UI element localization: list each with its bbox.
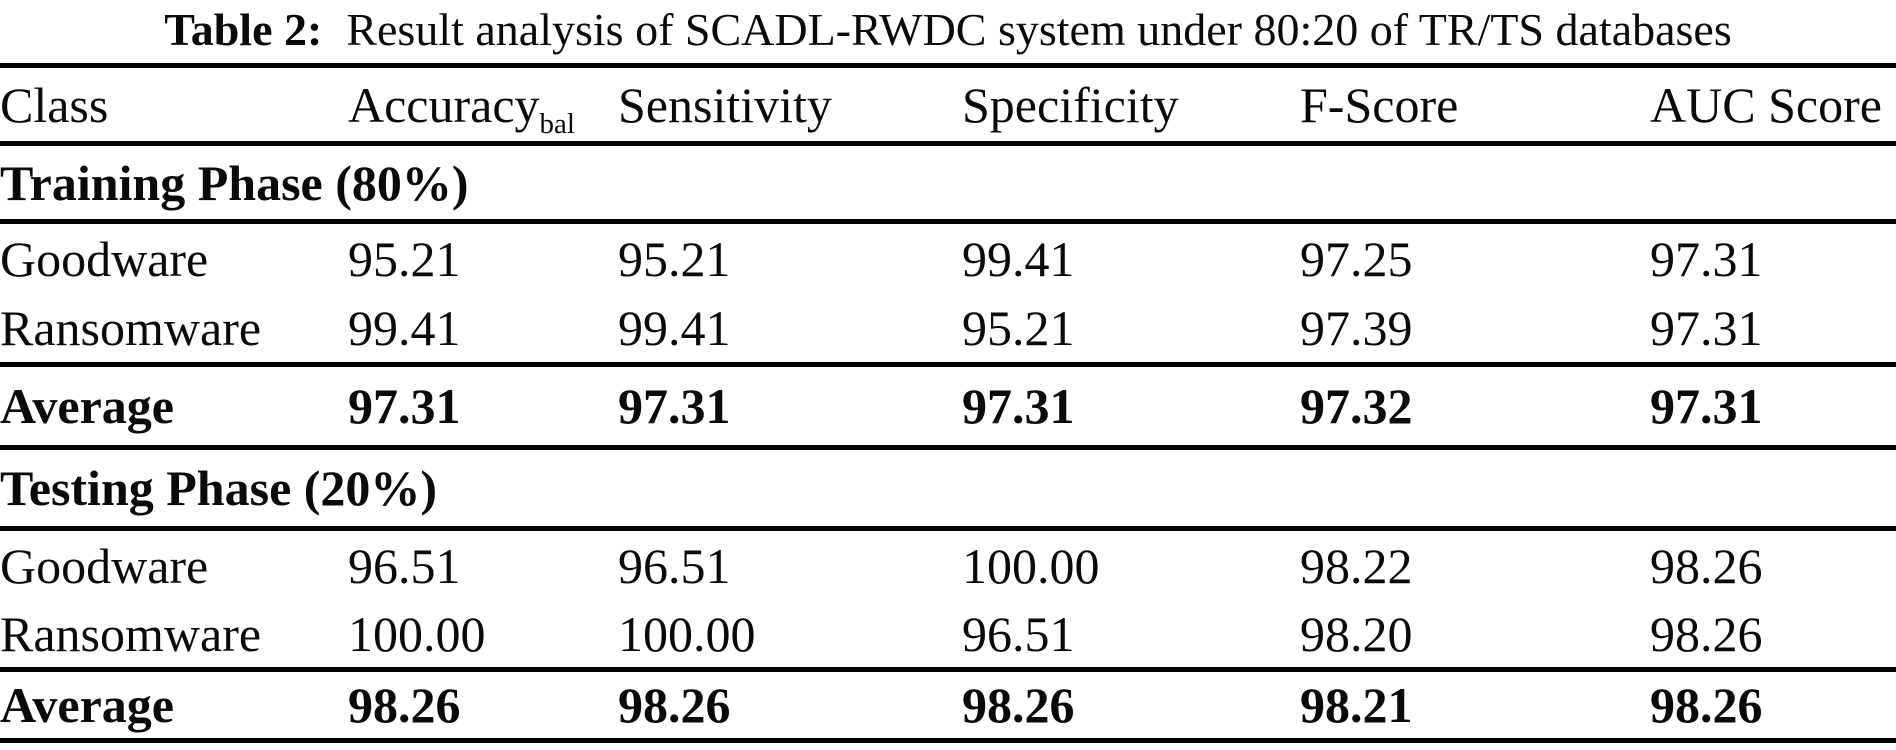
metric-value: 97.25 bbox=[1300, 230, 1413, 287]
table-row-training-goodware: Goodware 95.21 95.21 99.41 97.25 97.31 bbox=[0, 222, 1896, 294]
table-row-training-average: Average 97.31 97.31 97.31 97.32 97.31 bbox=[0, 365, 1896, 448]
metric-value: 99.41 bbox=[618, 299, 731, 356]
metric-value: 100.00 bbox=[618, 605, 756, 662]
table-caption-text: Result analysis of SCADL-RWDC system und… bbox=[346, 4, 1732, 55]
section-header-training-label: Training Phase (80%) bbox=[0, 154, 469, 211]
metric-value: 98.21 bbox=[1300, 677, 1413, 733]
metric-value: 98.22 bbox=[1300, 537, 1413, 594]
metric-value: 97.31 bbox=[618, 378, 731, 434]
metric-value: 97.32 bbox=[1300, 378, 1413, 434]
column-header-fscore: F-Score bbox=[1300, 76, 1459, 133]
column-header-accuracy-label: Accuracy bbox=[348, 76, 540, 133]
metric-value: 98.26 bbox=[618, 677, 731, 733]
metric-value: 98.26 bbox=[1650, 537, 1763, 594]
metric-value: 100.00 bbox=[348, 605, 486, 662]
row-label: Average bbox=[0, 378, 174, 434]
column-header-class: Class bbox=[0, 76, 109, 133]
metric-value: 98.26 bbox=[1650, 605, 1763, 662]
row-label: Ransomware bbox=[0, 299, 262, 356]
metric-value: 98.26 bbox=[962, 677, 1075, 733]
column-header-auc: AUC Score bbox=[1650, 76, 1882, 133]
table-row-testing-ransomware: Ransomware 100.00 100.00 96.51 98.20 98.… bbox=[0, 600, 1896, 670]
accuracy-bal-subscript: bal bbox=[539, 107, 575, 140]
metric-value: 97.39 bbox=[1300, 299, 1413, 356]
metric-value: 95.21 bbox=[618, 230, 731, 287]
section-header-testing: Testing Phase (20%) bbox=[0, 448, 1896, 529]
metric-value: 98.20 bbox=[1300, 605, 1413, 662]
metric-value: 97.31 bbox=[1650, 230, 1763, 287]
column-header-sensitivity: Sensitivity bbox=[618, 76, 832, 133]
table-row-testing-goodware: Goodware 96.51 96.51 100.00 98.22 98.26 bbox=[0, 529, 1896, 601]
table-row-training-ransomware: Ransomware 99.41 99.41 95.21 97.39 97.31 bbox=[0, 293, 1896, 365]
metric-value: 99.41 bbox=[348, 299, 461, 356]
row-label: Goodware bbox=[0, 537, 209, 594]
metric-value: 97.31 bbox=[348, 378, 461, 434]
metric-value: 96.51 bbox=[962, 605, 1075, 662]
metric-value: 95.21 bbox=[348, 230, 461, 287]
row-label: Ransomware bbox=[0, 605, 262, 662]
table-header-row: Class Accuracybal Sensitivity Specificit… bbox=[0, 66, 1896, 144]
metric-value: 99.41 bbox=[962, 230, 1075, 287]
row-label: Goodware bbox=[0, 230, 209, 287]
metric-value: 97.31 bbox=[1650, 299, 1763, 356]
metric-value: 97.31 bbox=[1650, 378, 1763, 434]
column-header-accuracy: Accuracybal bbox=[348, 66, 618, 144]
metric-value: 96.51 bbox=[348, 537, 461, 594]
metric-value: 98.26 bbox=[1650, 677, 1763, 733]
section-header-training: Training Phase (80%) bbox=[0, 144, 1896, 222]
metric-value: 98.26 bbox=[348, 677, 461, 733]
metric-value: 97.31 bbox=[962, 378, 1075, 434]
metric-value: 100.00 bbox=[962, 537, 1100, 594]
metric-value: 95.21 bbox=[962, 299, 1075, 356]
column-header-specificity: Specificity bbox=[962, 76, 1179, 133]
section-header-testing-label: Testing Phase (20%) bbox=[0, 460, 438, 516]
metric-value: 96.51 bbox=[618, 537, 731, 594]
results-table: Class Accuracybal Sensitivity Specificit… bbox=[0, 63, 1896, 743]
table-caption-label: Table 2: bbox=[164, 4, 323, 55]
table-caption: Table 2: Result analysis of SCADL-RWDC sy… bbox=[0, 0, 1896, 63]
table-row-testing-average: Average 98.26 98.26 98.26 98.21 98.26 bbox=[0, 670, 1896, 741]
row-label: Average bbox=[0, 677, 174, 733]
